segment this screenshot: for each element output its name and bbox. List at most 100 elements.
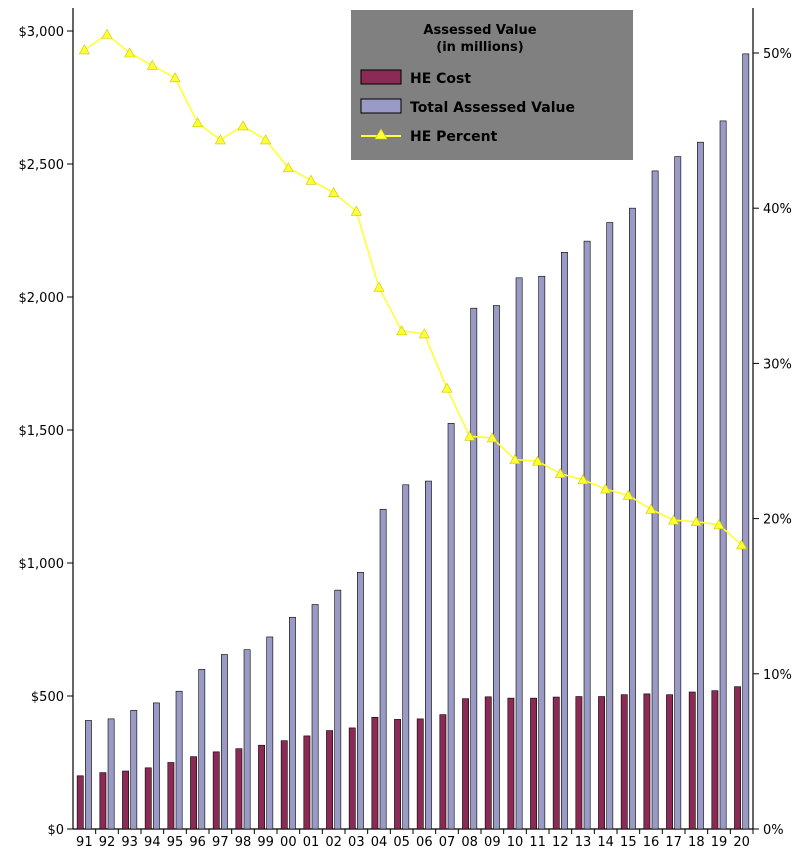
- bar-total-assessed: [266, 636, 274, 830]
- x-tick-label: 99: [257, 835, 274, 850]
- x-tick-label: 08: [461, 835, 478, 850]
- x-tick-label: 20: [733, 835, 750, 850]
- bar-he-cost: [235, 748, 243, 830]
- bar-total-assessed: [561, 252, 568, 830]
- he-percent-marker: [713, 519, 725, 530]
- x-tick-label: 19: [711, 835, 728, 850]
- he-percent-marker: [509, 454, 521, 464]
- x-tick-label: 09: [484, 835, 501, 850]
- right-tick-label: 30%: [763, 357, 792, 372]
- bar-he-cost: [484, 696, 492, 830]
- bar-total-assessed: [357, 572, 364, 830]
- bar-total-assessed: [606, 222, 614, 830]
- x-tick-label: 11: [529, 835, 546, 850]
- x-tick-label: 96: [189, 835, 206, 850]
- he-percent-marker: [577, 474, 589, 485]
- bar-he-cost: [666, 694, 673, 830]
- he-percent-marker: [441, 382, 453, 393]
- legend-swatch-total-assessed: [360, 98, 402, 114]
- x-tick-label: 18: [688, 835, 705, 850]
- bar-total-assessed: [538, 275, 546, 830]
- he-percent-marker: [600, 483, 612, 494]
- bar-he-cost: [439, 714, 447, 830]
- x-tick-label: 06: [416, 835, 433, 850]
- bar-he-cost: [462, 698, 469, 830]
- bar-he-cost: [144, 767, 152, 830]
- bar-total-assessed: [311, 604, 319, 830]
- bar-he-cost: [734, 686, 741, 830]
- x-tick-label: 94: [144, 835, 161, 850]
- bar-he-cost: [711, 690, 719, 830]
- left-tick-label: $500: [31, 690, 64, 705]
- bar-he-cost: [371, 716, 379, 830]
- right-tick-label: 10%: [763, 668, 792, 683]
- bar-he-cost: [688, 691, 696, 830]
- he-percent-marker: [124, 47, 136, 58]
- bar-he-cost: [394, 719, 401, 830]
- he-percent-marker: [532, 455, 544, 466]
- bar-total-assessed: [651, 170, 659, 830]
- bar-total-assessed: [470, 307, 478, 830]
- legend-swatch-he-percent-marker: [374, 128, 388, 140]
- x-tick-label: 03: [348, 835, 365, 850]
- bar-total-assessed: [629, 207, 636, 830]
- right-tick-label: 40%: [763, 202, 792, 217]
- x-tick-label: 12: [552, 835, 569, 850]
- x-tick-label: 91: [76, 835, 93, 850]
- x-tick-label: 16: [643, 835, 660, 850]
- bar-total-assessed: [221, 654, 228, 830]
- he-percent-marker: [464, 430, 476, 441]
- x-tick-label: 14: [597, 835, 614, 850]
- x-tick-label: 98: [235, 835, 252, 850]
- left-tick-label: $3,000: [19, 25, 65, 40]
- bar-total-assessed: [334, 589, 342, 830]
- x-tick-label: 92: [99, 835, 116, 850]
- x-tick-label: 97: [212, 835, 229, 850]
- left-tick-label: $2,500: [19, 158, 65, 173]
- bar-he-cost: [530, 697, 537, 830]
- bar-total-assessed: [198, 669, 206, 830]
- bars: [76, 53, 750, 830]
- left-tick-label: $1,500: [19, 424, 65, 439]
- legend-label-he-percent: HE Percent: [410, 129, 498, 145]
- bar-he-cost: [552, 696, 560, 830]
- x-tick-label: 10: [507, 835, 524, 850]
- bar-total-assessed: [153, 702, 160, 830]
- bar-total-assessed: [402, 484, 410, 830]
- he-percent-marker: [260, 134, 272, 145]
- bar-he-cost: [212, 751, 220, 830]
- he-percent-marker: [305, 174, 317, 185]
- bar-he-cost: [99, 772, 107, 830]
- he-percent-marker: [622, 489, 634, 500]
- right-tick-label: 50%: [763, 47, 792, 62]
- he-percent-line: [78, 28, 748, 550]
- bar-he-cost: [167, 762, 175, 830]
- x-tick-label: 95: [167, 835, 184, 850]
- bar-total-assessed: [107, 718, 115, 830]
- x-tick-label: 00: [280, 835, 297, 850]
- legend-swatch-he-cost: [360, 69, 402, 85]
- bar-total-assessed: [289, 616, 296, 830]
- bar-he-cost: [122, 770, 129, 830]
- he-percent-marker: [668, 514, 680, 525]
- he-percent-marker: [101, 28, 113, 39]
- he-percent-marker: [690, 516, 702, 527]
- bar-he-cost: [620, 694, 628, 830]
- he-percent-marker: [282, 162, 294, 173]
- axes: $0 $500 $1,000 $1,500 $2,000 $2,500 $3,000 0% 10…: [19, 8, 792, 850]
- bar-total-assessed: [243, 649, 251, 830]
- x-tick-label: 05: [393, 835, 410, 850]
- he-percent-marker: [645, 503, 657, 514]
- bar-total-assessed: [379, 508, 387, 830]
- x-tick-label: 02: [325, 835, 342, 850]
- left-tick-label: $0: [47, 823, 64, 838]
- he-percent-marker: [192, 117, 204, 128]
- x-tick-label: 04: [371, 835, 388, 850]
- he-percent-marker: [396, 325, 408, 336]
- bar-he-cost: [326, 730, 333, 830]
- he-percent-marker: [237, 120, 249, 131]
- legend-label-he-cost: HE Cost: [410, 71, 471, 87]
- he-percent-marker: [146, 59, 158, 70]
- legend: Assessed Value (in millions) HE Cost Tot…: [351, 10, 633, 160]
